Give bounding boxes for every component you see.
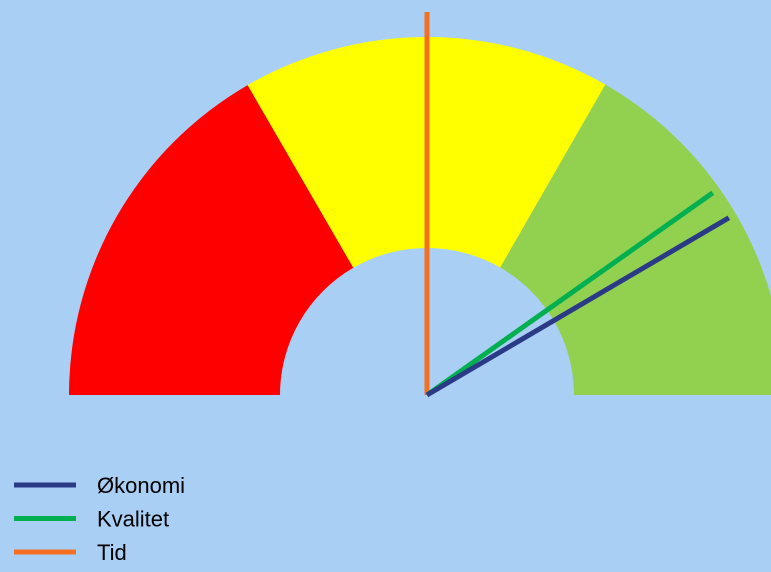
legend-label: Økonomi xyxy=(97,473,185,498)
gauge-band xyxy=(69,85,354,396)
legend-label: Tid xyxy=(97,540,127,565)
legend-label: Kvalitet xyxy=(97,506,169,531)
needle xyxy=(425,190,715,398)
needle xyxy=(425,215,731,398)
gauge-band xyxy=(500,84,771,395)
